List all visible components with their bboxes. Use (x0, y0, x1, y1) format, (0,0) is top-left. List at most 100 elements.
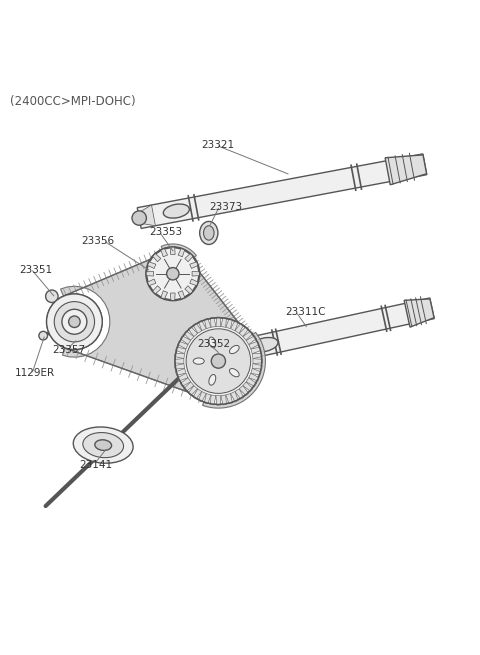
Text: 23373: 23373 (209, 202, 242, 212)
Polygon shape (243, 382, 253, 391)
Text: 23356: 23356 (82, 236, 115, 246)
Polygon shape (193, 389, 202, 399)
Text: 23321: 23321 (202, 140, 235, 150)
Polygon shape (251, 347, 261, 354)
Ellipse shape (163, 204, 189, 218)
Ellipse shape (229, 345, 239, 354)
Polygon shape (199, 392, 206, 402)
Polygon shape (170, 293, 175, 300)
Polygon shape (235, 389, 244, 399)
Circle shape (54, 301, 95, 342)
Polygon shape (153, 254, 161, 262)
Circle shape (46, 290, 58, 303)
Ellipse shape (209, 375, 216, 385)
Polygon shape (161, 291, 168, 299)
Text: 1129ER: 1129ER (14, 368, 55, 378)
Polygon shape (137, 154, 427, 229)
Polygon shape (190, 279, 197, 286)
Polygon shape (146, 271, 154, 276)
Polygon shape (161, 291, 168, 299)
Text: 23311C: 23311C (286, 307, 326, 317)
Polygon shape (176, 369, 186, 375)
Polygon shape (199, 320, 206, 331)
Polygon shape (178, 291, 184, 299)
Polygon shape (147, 262, 156, 269)
Polygon shape (147, 279, 156, 286)
Circle shape (175, 318, 262, 404)
Polygon shape (180, 336, 191, 345)
Circle shape (233, 343, 247, 357)
Polygon shape (204, 318, 211, 329)
Polygon shape (185, 286, 192, 293)
Polygon shape (170, 248, 175, 254)
Circle shape (211, 354, 226, 368)
Polygon shape (153, 286, 161, 293)
Polygon shape (188, 386, 198, 396)
Polygon shape (210, 317, 216, 328)
Text: 23351: 23351 (19, 265, 52, 275)
Ellipse shape (95, 440, 111, 451)
Polygon shape (170, 247, 175, 254)
Polygon shape (178, 291, 185, 299)
Polygon shape (216, 317, 221, 327)
Polygon shape (190, 262, 197, 269)
Circle shape (147, 248, 198, 299)
Polygon shape (193, 323, 202, 333)
Circle shape (132, 211, 146, 225)
Polygon shape (180, 378, 191, 386)
Circle shape (147, 248, 199, 300)
Polygon shape (239, 338, 252, 358)
Polygon shape (238, 298, 434, 360)
Polygon shape (176, 347, 186, 354)
Circle shape (167, 267, 179, 280)
Polygon shape (252, 364, 262, 369)
Circle shape (167, 267, 179, 280)
Polygon shape (192, 271, 200, 276)
Polygon shape (243, 331, 253, 341)
Ellipse shape (209, 337, 216, 348)
Polygon shape (210, 395, 216, 405)
Ellipse shape (83, 432, 123, 458)
Polygon shape (188, 327, 198, 337)
Polygon shape (226, 318, 232, 329)
Polygon shape (235, 323, 244, 333)
Text: (2400CC>MPI-DOHC): (2400CC>MPI-DOHC) (10, 95, 135, 107)
Circle shape (69, 316, 80, 328)
Circle shape (62, 309, 87, 334)
Ellipse shape (252, 337, 278, 352)
Polygon shape (249, 341, 259, 349)
Polygon shape (153, 253, 161, 262)
Ellipse shape (73, 427, 133, 463)
Circle shape (69, 316, 80, 328)
Polygon shape (226, 394, 232, 404)
Polygon shape (153, 286, 161, 294)
Polygon shape (249, 373, 259, 381)
Polygon shape (230, 320, 238, 331)
Polygon shape (253, 359, 263, 364)
Polygon shape (230, 392, 238, 402)
Text: 23352: 23352 (197, 339, 230, 349)
Polygon shape (185, 254, 192, 262)
Ellipse shape (193, 358, 204, 364)
Polygon shape (148, 262, 156, 269)
Polygon shape (174, 359, 184, 364)
Polygon shape (184, 331, 194, 341)
Polygon shape (185, 253, 193, 262)
Ellipse shape (204, 226, 214, 240)
Polygon shape (190, 262, 198, 269)
Polygon shape (239, 386, 249, 396)
Polygon shape (178, 373, 188, 381)
Polygon shape (175, 364, 184, 369)
Polygon shape (385, 155, 427, 185)
Polygon shape (148, 279, 156, 286)
Polygon shape (239, 327, 249, 337)
Polygon shape (161, 248, 168, 257)
Circle shape (62, 309, 87, 334)
Circle shape (186, 329, 251, 394)
Circle shape (47, 294, 102, 350)
Polygon shape (404, 299, 434, 327)
Polygon shape (246, 378, 256, 386)
Text: 23357: 23357 (52, 345, 85, 355)
Polygon shape (192, 271, 199, 276)
Polygon shape (138, 205, 156, 226)
